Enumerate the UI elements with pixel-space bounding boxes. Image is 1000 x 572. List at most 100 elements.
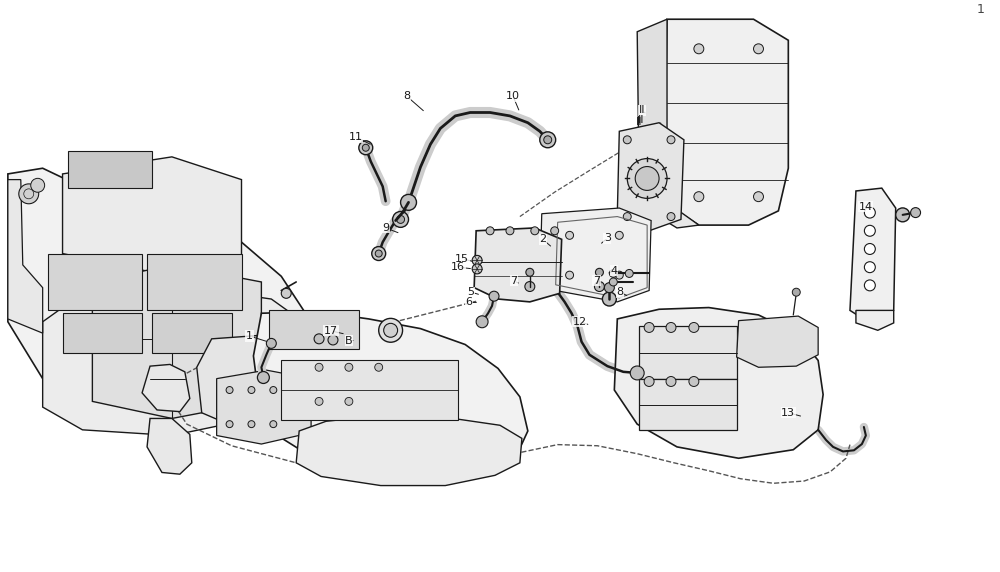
Polygon shape <box>197 333 316 430</box>
Circle shape <box>19 184 39 204</box>
Circle shape <box>864 207 875 218</box>
Text: II: II <box>639 105 645 115</box>
Polygon shape <box>8 168 316 430</box>
Text: 15: 15 <box>455 253 469 264</box>
Text: 3: 3 <box>604 233 611 243</box>
Bar <box>63 313 142 353</box>
Circle shape <box>551 227 559 235</box>
Circle shape <box>694 44 704 54</box>
Bar <box>639 327 737 379</box>
Circle shape <box>595 268 603 276</box>
Circle shape <box>375 250 382 257</box>
Bar <box>48 253 142 311</box>
Text: 7: 7 <box>593 276 600 286</box>
Polygon shape <box>637 19 667 202</box>
Text: 8: 8 <box>617 287 624 297</box>
Polygon shape <box>296 416 522 486</box>
Text: 11: 11 <box>349 132 363 142</box>
Text: B: B <box>345 336 353 345</box>
Polygon shape <box>737 316 818 367</box>
Bar <box>639 379 737 430</box>
Polygon shape <box>664 19 788 225</box>
Circle shape <box>666 323 676 332</box>
Circle shape <box>666 376 676 387</box>
Text: 4: 4 <box>611 265 618 276</box>
Circle shape <box>667 136 675 144</box>
Text: 16: 16 <box>451 262 465 272</box>
Circle shape <box>604 283 614 293</box>
Polygon shape <box>8 180 43 333</box>
Circle shape <box>623 136 631 144</box>
Circle shape <box>689 376 699 387</box>
Circle shape <box>625 269 633 277</box>
Circle shape <box>372 247 386 260</box>
Circle shape <box>281 288 291 299</box>
Polygon shape <box>850 188 896 322</box>
Text: II: II <box>636 117 642 126</box>
Circle shape <box>911 208 921 217</box>
Polygon shape <box>540 208 651 302</box>
Circle shape <box>615 271 623 279</box>
Circle shape <box>472 264 482 274</box>
Polygon shape <box>217 370 311 444</box>
Circle shape <box>623 213 631 221</box>
Text: 7: 7 <box>510 276 517 286</box>
Circle shape <box>362 144 369 151</box>
Circle shape <box>226 420 233 428</box>
Circle shape <box>864 244 875 255</box>
Circle shape <box>694 192 704 202</box>
Text: 17: 17 <box>324 326 338 336</box>
Bar <box>152 313 232 353</box>
Circle shape <box>531 227 539 235</box>
Circle shape <box>226 387 233 394</box>
Text: 14: 14 <box>859 202 873 212</box>
Bar <box>147 253 242 311</box>
Text: 12: 12 <box>572 317 587 327</box>
Circle shape <box>345 363 353 371</box>
Circle shape <box>630 366 644 380</box>
Polygon shape <box>147 419 192 474</box>
Circle shape <box>602 292 616 306</box>
Circle shape <box>31 178 45 192</box>
Text: 6: 6 <box>466 297 473 307</box>
Circle shape <box>525 281 535 292</box>
Circle shape <box>635 166 659 190</box>
Circle shape <box>270 420 277 428</box>
Circle shape <box>594 281 604 292</box>
Polygon shape <box>92 265 261 419</box>
Circle shape <box>248 387 255 394</box>
Polygon shape <box>142 364 190 412</box>
Circle shape <box>754 44 763 54</box>
Bar <box>68 151 152 188</box>
Polygon shape <box>617 123 684 231</box>
Circle shape <box>359 141 373 154</box>
Polygon shape <box>474 228 562 302</box>
Text: 1: 1 <box>976 3 984 16</box>
Circle shape <box>615 231 623 239</box>
Polygon shape <box>253 312 528 478</box>
Circle shape <box>667 213 675 221</box>
Circle shape <box>266 339 276 348</box>
Bar <box>281 360 458 420</box>
Circle shape <box>689 323 699 332</box>
Circle shape <box>627 158 667 198</box>
Circle shape <box>472 255 482 265</box>
Circle shape <box>489 291 499 301</box>
Text: 5: 5 <box>468 287 475 297</box>
Circle shape <box>476 316 488 328</box>
Text: 1: 1 <box>246 331 253 341</box>
Circle shape <box>566 271 574 279</box>
Circle shape <box>506 227 514 235</box>
Polygon shape <box>639 191 699 228</box>
Circle shape <box>540 132 556 148</box>
Circle shape <box>864 280 875 291</box>
Circle shape <box>486 227 494 235</box>
Text: 9: 9 <box>382 223 389 233</box>
Circle shape <box>544 136 552 144</box>
Circle shape <box>270 387 277 394</box>
Circle shape <box>257 372 269 383</box>
Text: 2: 2 <box>539 235 546 244</box>
Circle shape <box>384 323 398 337</box>
Circle shape <box>864 225 875 236</box>
Circle shape <box>526 268 534 276</box>
